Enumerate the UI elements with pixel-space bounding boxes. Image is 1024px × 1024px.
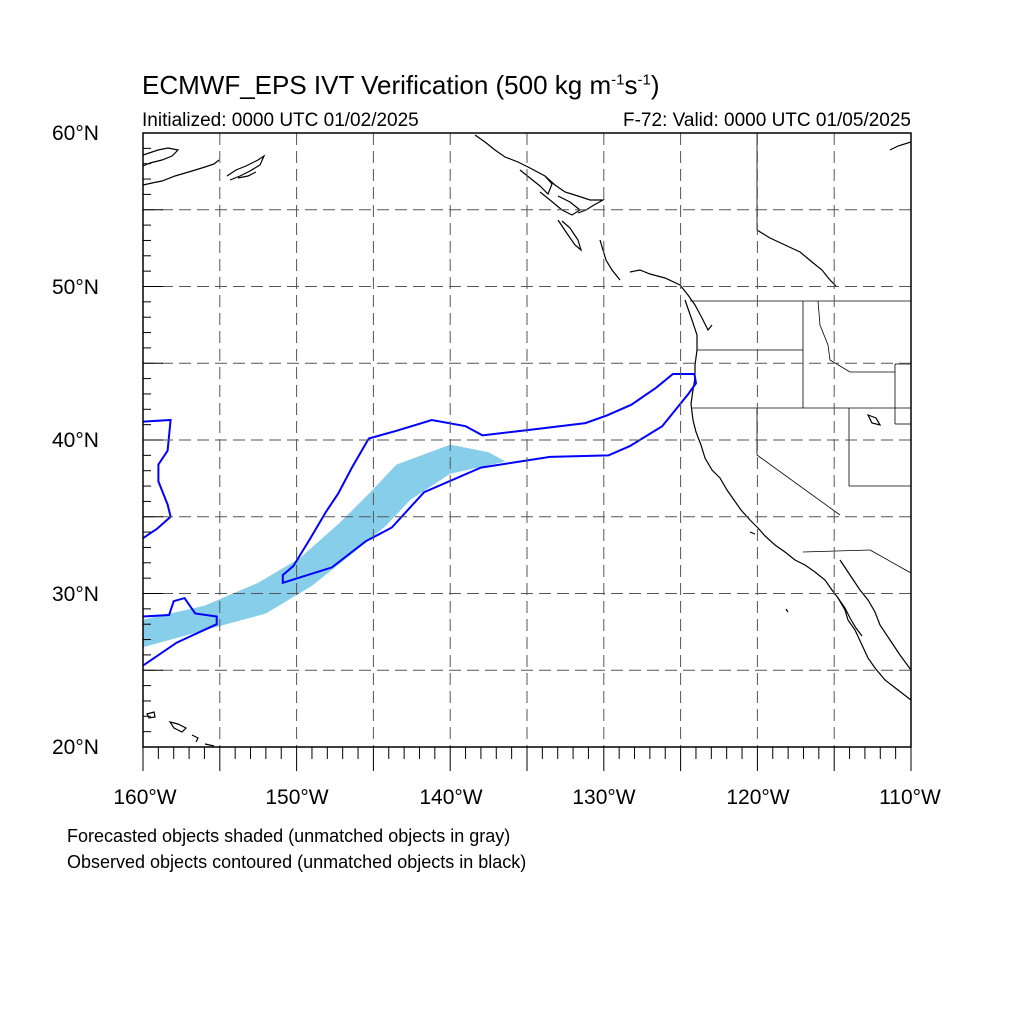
lon-label: 130°W [572, 786, 636, 809]
political-boundaries [690, 133, 911, 574]
init-time: Initialized: 0000 UTC 01/02/2025 [142, 110, 419, 131]
lon-label: 150°W [265, 786, 329, 809]
chart-title: ECMWF_EPS IVT Verification (500 kg m-1s-… [142, 70, 660, 100]
observed-object-contour [143, 596, 218, 667]
lat-lon-grid [143, 133, 911, 747]
legend-forecast: Forecasted objects shaded (unmatched obj… [67, 826, 511, 846]
lon-label: 110°W [879, 786, 941, 809]
observed-object-contour [143, 418, 172, 540]
lat-label: 30°N [52, 583, 99, 606]
lat-label: 20°N [52, 736, 99, 759]
map-frame [142, 132, 912, 748]
legend-observed: Observed objects contoured (unmatched ob… [67, 852, 527, 872]
axis-ticks [142, 132, 912, 771]
lat-label: 60°N [52, 122, 99, 145]
lat-label: 50°N [52, 276, 99, 299]
lon-label: 160°W [113, 786, 177, 809]
forecast-object [143, 444, 506, 648]
lon-label: 140°W [419, 786, 483, 809]
lon-label: 120°W [726, 786, 790, 809]
lat-label: 40°N [52, 429, 99, 452]
valid-time: F-72: Valid: 0000 UTC 01/05/2025 [623, 110, 911, 131]
observed-object-contour [281, 373, 698, 585]
